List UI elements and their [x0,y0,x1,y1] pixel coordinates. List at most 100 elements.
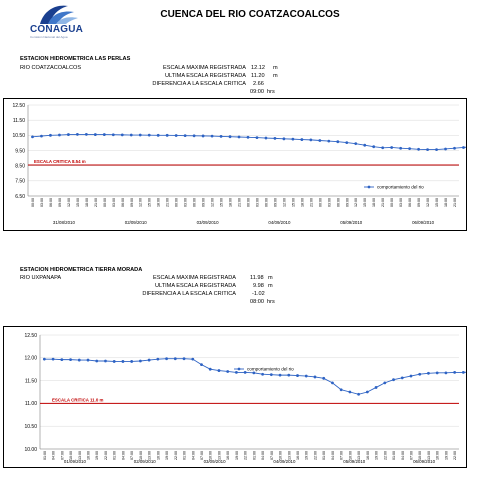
x-tick-label: 12:00 [67,198,71,207]
x-tick-label: 09:00 [417,198,421,207]
x-tick-label: 18:00 [300,198,304,207]
x-tick-label: 22:00 [104,451,108,460]
x-tick-label: 10:00 [418,451,422,460]
data-point [261,372,264,376]
max-scale-label: ESCALA MAXIMA REGISTRADA [163,65,246,71]
logo-text: CONAGUA [30,24,84,35]
data-point [461,370,465,374]
y-tick-label: 12.50 [12,103,25,109]
legend-label: comportamiento del rio [377,185,424,190]
data-point [304,374,308,378]
x-tick-label: 16:00 [226,451,230,460]
x-tick-label: 12:00 [282,198,286,207]
reading-time: 08:00 [250,299,264,305]
data-point [408,147,412,151]
x-tick-label: 07:00 [270,451,274,460]
data-point [210,134,214,138]
data-point [278,373,282,377]
x-tick-label: 07:00 [340,451,344,460]
x-tick-label: 06:00 [336,198,340,207]
day-label: 05/09/2010 [343,459,366,464]
x-tick-label: 16:00 [156,451,160,460]
x-tick-label: 21:00 [238,198,242,207]
max-scale-unit: m [273,65,278,71]
last-scale-unit: m [273,73,278,79]
x-tick-label: 15:00 [363,198,367,207]
data-point [287,373,291,377]
data-point [173,357,177,361]
data-point [392,378,395,382]
data-point [374,386,378,389]
x-tick-label: 06:00 [121,198,125,207]
data-point [191,357,195,361]
data-point [165,357,168,361]
data-point [381,146,385,150]
x-tick-label: 21:00 [309,198,313,207]
x-tick-label: 06:00 [193,198,197,207]
x-tick-label: 09:00 [130,198,134,207]
x-tick-label: 15:00 [148,198,152,207]
data-point [138,359,142,363]
data-point [357,392,361,396]
data-point [112,360,116,363]
data-point [31,135,34,139]
data-point [156,357,160,361]
station-name: ESTACION HIDROMETRICA TIERRA MORADA [20,267,143,273]
x-tick-label: 04:00 [191,451,195,460]
data-point [363,143,367,147]
data-point [77,358,81,362]
reading-time-unit: hrs [267,299,275,305]
x-tick-label: 03:00 [112,198,116,207]
data-point [58,133,61,137]
data-point [111,133,115,137]
x-tick-label: 07:00 [409,451,413,460]
y-tick-label: 7.50 [15,179,25,185]
data-point [409,374,413,378]
data-point [390,146,394,149]
x-tick-label: 01:00 [113,451,117,460]
data-point [372,145,376,149]
x-tick-label: 18:00 [85,198,89,207]
data-point [313,375,317,379]
x-tick-label: 21:00 [94,198,98,207]
x-tick-label: 01:00 [392,451,396,460]
data-point [147,358,151,362]
x-tick-label: 01:00 [43,451,47,460]
x-tick-label: 03:00 [184,198,188,207]
y-tick-label: 6.50 [15,194,25,200]
data-point [453,370,457,374]
data-point [417,147,420,151]
data-point [264,136,268,140]
x-tick-label: 07:00 [200,451,204,460]
chart-las-perlas: 12.50 11.50 10.50 9.50 8.50 7.50 6.50 00:00 03:0… [3,98,500,231]
x-tick-label: 19:00 [235,451,239,460]
data-point [354,142,358,146]
x-tick-label: 04:00 [401,451,405,460]
data-point [86,358,90,362]
data-point [102,133,106,136]
data-point [174,134,178,137]
x-tick-label: 19:00 [305,451,309,460]
data-point [296,374,299,377]
x-tick-label: 22:00 [383,451,387,460]
data-point [336,140,340,144]
y-tick-label: 11.50 [25,378,37,384]
x-tick-label: 07:00 [60,451,64,460]
last-scale-unit: m [268,283,273,289]
data-point [95,359,99,363]
x-tick-label: 13:00 [148,451,152,460]
data-point [156,133,160,137]
data-point [49,133,52,137]
x-tick-label: 09:00 [273,198,277,207]
x-tick-label: 19:00 [165,451,169,460]
data-point [269,373,273,377]
x-tick-label: 12:00 [354,198,358,207]
data-point [217,369,221,372]
x-tick-label: 13:00 [78,451,82,460]
data-point [69,358,72,362]
data-point [67,133,70,136]
x-tick-label: 03:00 [327,198,331,207]
data-point [208,367,212,371]
data-point [228,135,232,139]
x-tick-label: 09:00 [58,198,62,207]
